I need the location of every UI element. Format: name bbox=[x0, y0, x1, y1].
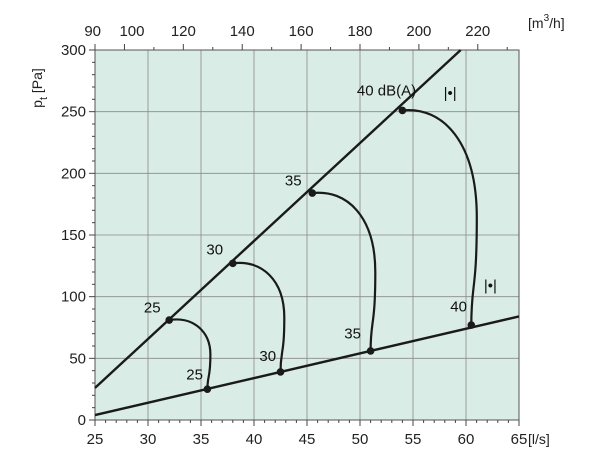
sound-level-curves bbox=[169, 109, 478, 390]
boundary-line bbox=[94, 315, 520, 417]
x-tick-label: 60 bbox=[458, 431, 475, 448]
y-axis-subscript: t bbox=[38, 97, 50, 100]
axis-ticks: 25 30 35 40 45 50 55 60 65 0 50 100 150 200 250 300 90 10… bbox=[61, 23, 527, 448]
curve-label: 25 bbox=[144, 300, 161, 317]
point-lower-35 bbox=[366, 347, 375, 355]
x-axis-unit: [l/s] bbox=[528, 431, 550, 447]
top-tick-label: 90 bbox=[84, 23, 101, 40]
boundary-lines bbox=[94, 49, 520, 417]
top-tick-label: 120 bbox=[171, 23, 196, 40]
top-tick-label: 180 bbox=[347, 23, 372, 40]
axis-labels: [l/s] [m3/h] pt [Pa] bbox=[29, 13, 565, 447]
curve-label: 25 bbox=[186, 366, 203, 383]
sound-curve-40 bbox=[402, 109, 478, 326]
x-tick-label: 30 bbox=[140, 431, 157, 448]
curve-label: 30 bbox=[259, 348, 276, 365]
chart-labels: 25 30 35 40 dB(A) 25 30 35 40 |•| |•| bbox=[144, 83, 497, 384]
y-tick-label: 200 bbox=[61, 165, 86, 182]
top-axis-unit-tail: /h] bbox=[549, 15, 565, 31]
x-tick-label: 45 bbox=[299, 431, 316, 448]
point-upper-35 bbox=[308, 189, 317, 197]
top-axis-unit: [m3/h] bbox=[528, 13, 565, 31]
y-tick-label: 0 bbox=[78, 412, 86, 429]
curve-label: 30 bbox=[206, 242, 223, 259]
x-tick-label: 50 bbox=[352, 431, 369, 448]
top-tick-label: 200 bbox=[406, 23, 431, 40]
top-tick-label: 220 bbox=[465, 23, 490, 40]
top-tick-label: 140 bbox=[230, 23, 255, 40]
point-lower-30 bbox=[276, 368, 285, 376]
y-axis-unit: [Pa] bbox=[29, 68, 45, 97]
sound-curve-35 bbox=[312, 191, 377, 351]
top-axis-unit-exp: 3 bbox=[544, 13, 550, 24]
top-tick-label: 160 bbox=[289, 23, 314, 40]
sound-curve-25 bbox=[169, 318, 212, 390]
flow-marker-label: |•| bbox=[444, 85, 457, 102]
top-axis-unit-base: [m bbox=[528, 15, 544, 31]
flow-marker-label: |•| bbox=[484, 278, 497, 295]
y-tick-label: 150 bbox=[61, 227, 86, 244]
point-upper-25 bbox=[165, 316, 173, 324]
sound-curve-30 bbox=[232, 261, 286, 372]
y-tick-label: 250 bbox=[61, 104, 86, 121]
y-tick-label: 100 bbox=[61, 289, 86, 306]
curve-label: 35 bbox=[344, 326, 361, 343]
boundary-line bbox=[94, 49, 462, 389]
curve-label: 40 bbox=[450, 298, 467, 315]
y-tick-label: 50 bbox=[69, 350, 86, 367]
x-tick-label: 55 bbox=[405, 431, 422, 448]
point-lower-25 bbox=[203, 385, 212, 393]
y-tick-label: 300 bbox=[61, 42, 86, 59]
point-lower-40 bbox=[467, 321, 476, 329]
y-axis-symbol: p bbox=[29, 100, 45, 108]
x-tick-label: 25 bbox=[87, 431, 104, 448]
x-tick-label: 35 bbox=[193, 431, 210, 448]
top-tick-label: 100 bbox=[119, 23, 144, 40]
curve-label: 35 bbox=[285, 173, 302, 190]
data-points bbox=[165, 106, 476, 393]
x-tick-label: 65 bbox=[511, 431, 528, 448]
point-upper-40 bbox=[398, 106, 407, 115]
curve-label: 40 dB(A) bbox=[357, 83, 416, 100]
x-tick-label: 40 bbox=[246, 431, 263, 448]
y-axis-title: pt [Pa] bbox=[29, 68, 50, 108]
point-upper-30 bbox=[229, 259, 237, 268]
